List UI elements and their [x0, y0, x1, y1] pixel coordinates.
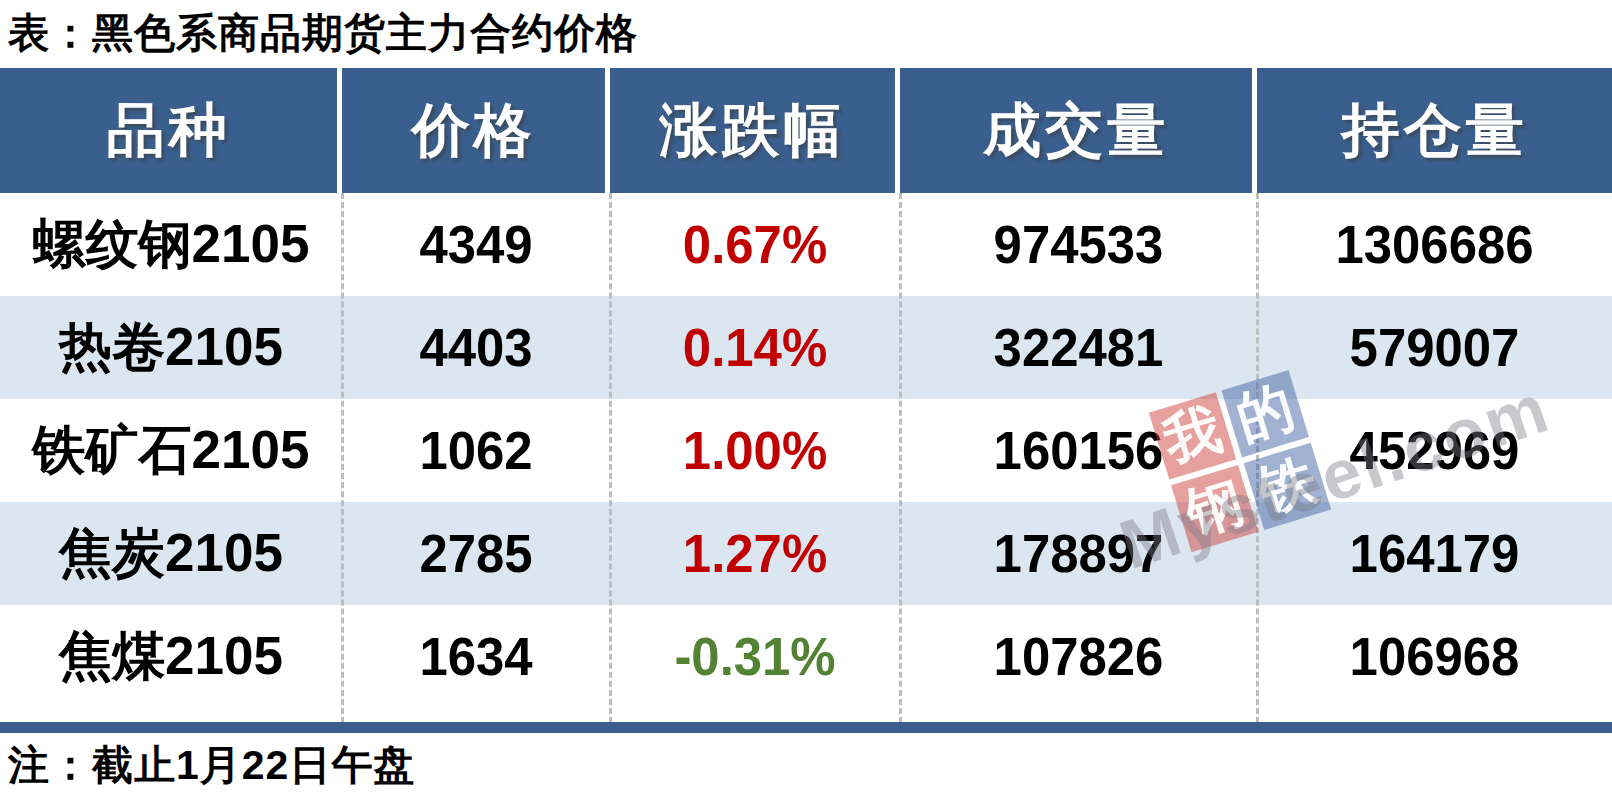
variety-cell: 焦煤2105 [0, 605, 342, 708]
table-bottom-gap [0, 708, 1612, 723]
table-row: 焦煤2105 1634 -0.31% 107826 106968 [0, 605, 1612, 708]
table-header-row: 品种 价格 涨跌幅 成交量 持仓量 [0, 68, 1612, 193]
variety-cell: 焦炭2105 [0, 502, 342, 605]
change-cell: 1.27% [616, 502, 894, 605]
volume-cell: 178897 [907, 502, 1250, 605]
volume-cell: 160156 [907, 399, 1250, 502]
header-price: 价格 [342, 68, 610, 193]
variety-cell: 铁矿石2105 [0, 399, 342, 502]
footnote: 注：截止1月22日午盘 [8, 738, 1108, 793]
volume-cell: 974533 [907, 193, 1250, 296]
futures-price-table-page: 表：黑色系商品期货主力合约价格 品种 价格 涨跌幅 成交量 持仓量 螺纹钢210… [0, 0, 1612, 806]
price-cell: 4403 [347, 296, 604, 399]
volume-cell: 322481 [907, 296, 1250, 399]
table-row: 螺纹钢2105 4349 0.67% 974533 1306686 [0, 193, 1612, 296]
table-row: 铁矿石2105 1062 1.00% 160156 452969 [0, 399, 1612, 502]
table-row: 热卷2105 4403 0.14% 322481 579007 [0, 296, 1612, 399]
volume-cell: 107826 [907, 605, 1250, 708]
price-cell: 1634 [347, 605, 604, 708]
page-title: 表：黑色系商品期货主力合约价格 [8, 6, 1108, 61]
change-cell: 0.67% [616, 193, 894, 296]
variety-cell: 热卷2105 [0, 296, 342, 399]
futures-table: 品种 价格 涨跌幅 成交量 持仓量 螺纹钢2105 4349 0.67% 974… [0, 68, 1612, 723]
column-divider [609, 193, 612, 723]
header-variety: 品种 [0, 68, 342, 193]
open-interest-cell: 579007 [1264, 296, 1605, 399]
open-interest-cell: 106968 [1264, 605, 1605, 708]
open-interest-cell: 164179 [1264, 502, 1605, 605]
column-divider [1256, 193, 1259, 723]
price-cell: 2785 [347, 502, 604, 605]
header-open-interest: 持仓量 [1257, 68, 1612, 193]
header-volume: 成交量 [900, 68, 1257, 193]
variety-cell: 螺纹钢2105 [0, 193, 342, 296]
price-cell: 4349 [347, 193, 604, 296]
column-divider [341, 193, 344, 723]
price-cell: 1062 [347, 399, 604, 502]
change-cell: 0.14% [616, 296, 894, 399]
open-interest-cell: 1306686 [1264, 193, 1605, 296]
change-cell: -0.31% [616, 605, 894, 708]
table-body: 螺纹钢2105 4349 0.67% 974533 1306686 热卷2105… [0, 193, 1612, 723]
change-cell: 1.00% [616, 399, 894, 502]
open-interest-cell: 452969 [1264, 399, 1605, 502]
table-row: 焦炭2105 2785 1.27% 178897 164179 [0, 502, 1612, 605]
table-bottom-rule [0, 722, 1612, 733]
column-divider [899, 193, 902, 723]
header-change: 涨跌幅 [610, 68, 900, 193]
